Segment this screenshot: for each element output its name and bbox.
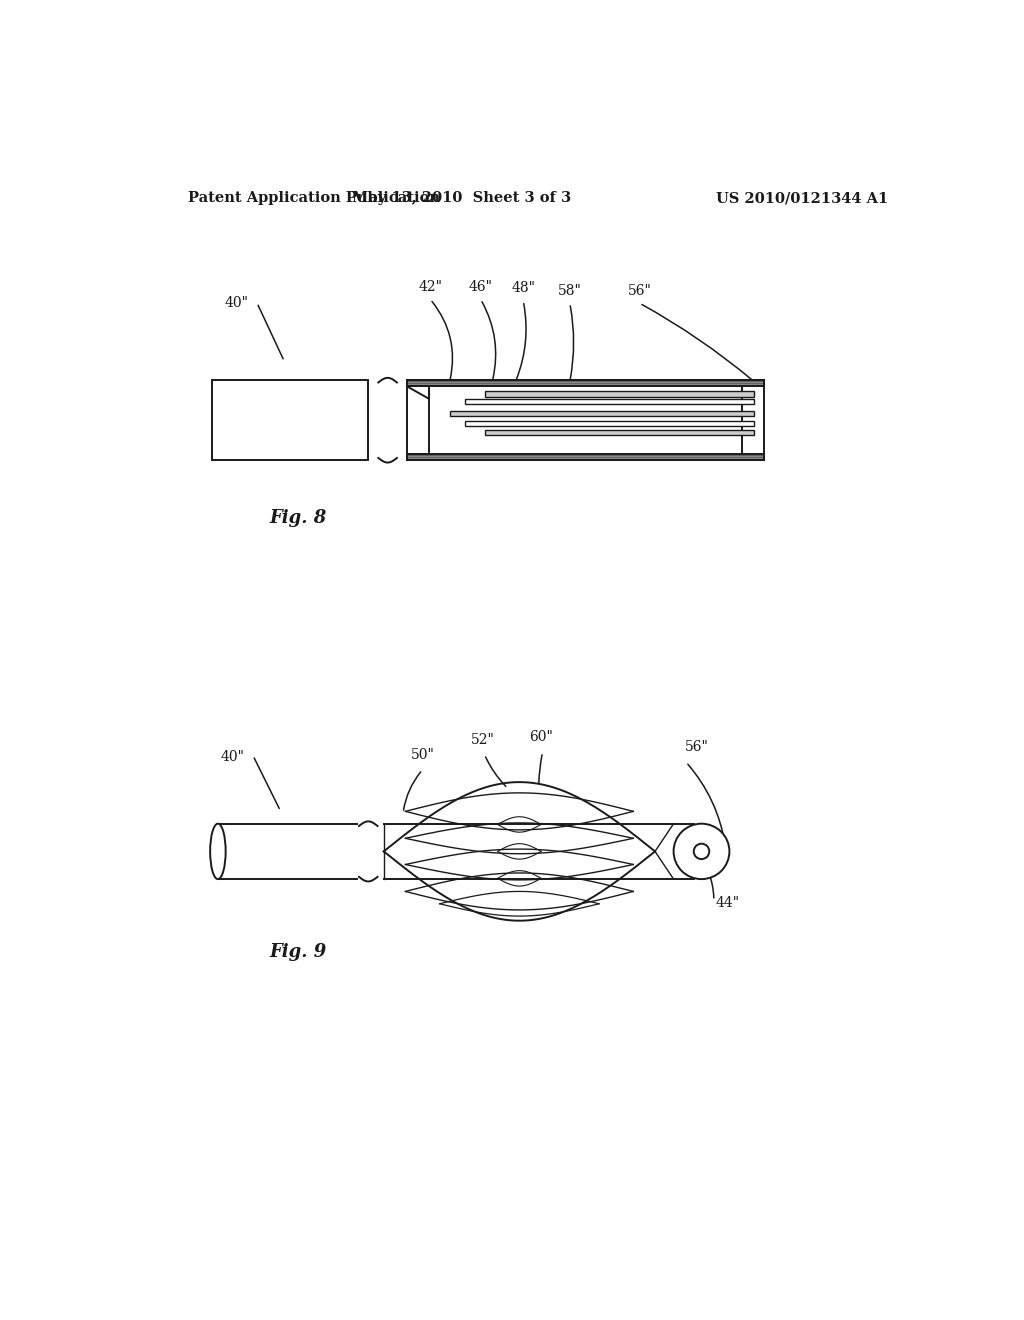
Text: US 2010/0121344 A1: US 2010/0121344 A1 <box>716 191 889 206</box>
Text: 46": 46" <box>469 280 493 294</box>
Bar <box>465 399 755 404</box>
Text: 50": 50" <box>411 748 434 762</box>
Text: 48": 48" <box>511 281 536 296</box>
Bar <box>407 380 764 461</box>
Text: May 13, 2010  Sheet 3 of 3: May 13, 2010 Sheet 3 of 3 <box>351 191 570 206</box>
Circle shape <box>693 843 710 859</box>
Text: 40": 40" <box>220 750 245 764</box>
Bar <box>407 380 764 387</box>
Text: 56": 56" <box>628 284 651 298</box>
Bar <box>465 421 755 426</box>
Bar <box>407 454 764 461</box>
Text: 40": 40" <box>224 296 248 310</box>
Bar <box>407 454 764 461</box>
Text: 58": 58" <box>558 284 582 298</box>
Text: Fig. 8: Fig. 8 <box>270 510 327 527</box>
Circle shape <box>674 824 729 879</box>
Bar <box>407 380 764 387</box>
Text: Fig. 9: Fig. 9 <box>270 944 327 961</box>
Bar <box>484 430 755 436</box>
Text: 56": 56" <box>684 741 709 755</box>
Text: 44": 44" <box>716 896 739 909</box>
Text: 60": 60" <box>529 730 553 744</box>
Text: Patent Application Publication: Patent Application Publication <box>188 191 440 206</box>
Text: 42": 42" <box>418 280 442 294</box>
Bar <box>450 411 755 416</box>
Bar <box>484 391 755 397</box>
Bar <box>212 380 369 461</box>
Ellipse shape <box>210 824 225 879</box>
Text: 52": 52" <box>471 733 495 747</box>
